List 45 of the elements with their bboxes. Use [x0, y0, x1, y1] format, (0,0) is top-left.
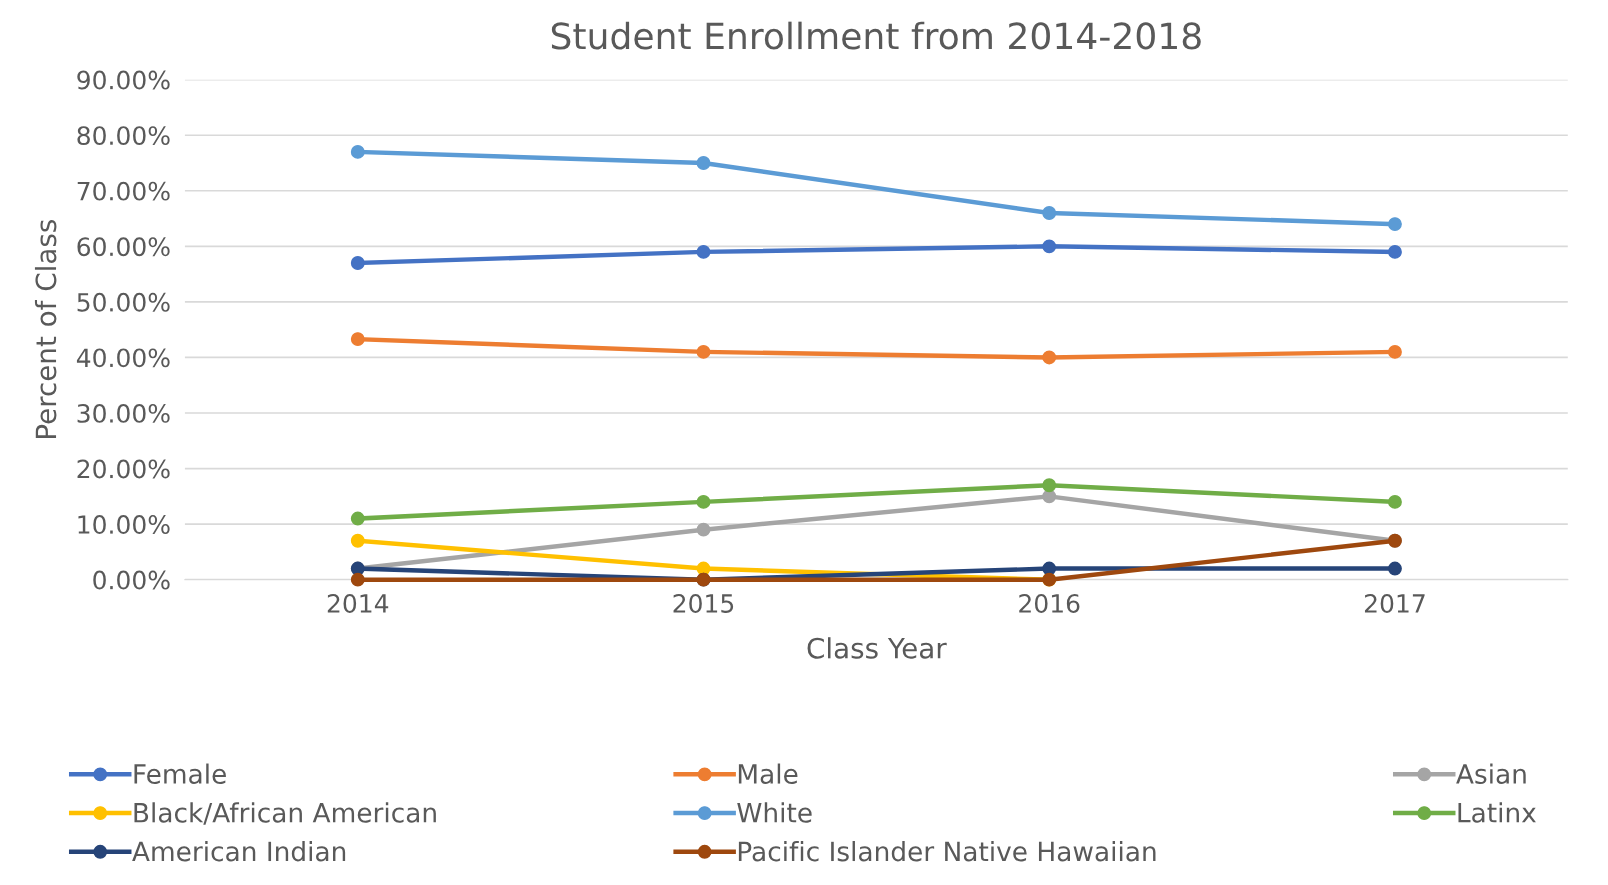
point [350, 332, 365, 347]
point [350, 144, 365, 159]
x-tick-label: 2014 [327, 594, 389, 613]
y-axis-title: Percent of Class [34, 220, 57, 438]
legend-label: White [737, 802, 812, 823]
y-tick-label: 90.00% [77, 70, 170, 90]
point [696, 156, 711, 170]
point [1042, 350, 1057, 365]
point [696, 494, 711, 509]
point [1387, 494, 1402, 509]
point [350, 533, 365, 548]
point [350, 572, 365, 587]
legend-label: Latinx [1458, 802, 1536, 823]
point [696, 344, 711, 359]
point [1042, 239, 1057, 254]
chart-title: Student Enrollment from 2014-2018 [551, 21, 1201, 50]
y-tick-label: 50.00% [77, 292, 170, 312]
y-tick-label: 0.00% [93, 570, 170, 590]
point [1387, 244, 1402, 259]
point [1387, 217, 1402, 232]
y-tick-label: 70.00% [77, 181, 170, 201]
point [350, 256, 365, 270]
y-tick-label: 40.00% [76, 348, 170, 368]
legend-label: Black/African American [134, 802, 436, 825]
legend-label: Pacific Islander Native Hawaiian [738, 840, 1156, 862]
x-tick-label: 2016 [1019, 594, 1080, 613]
point [1042, 478, 1057, 493]
y-tick-label: 30.00% [77, 403, 170, 423]
point [696, 522, 711, 537]
y-tick-label: 10.00% [78, 515, 170, 534]
legend-label: Male [738, 763, 798, 784]
point [1042, 206, 1057, 220]
legend-label: American Indian [132, 840, 346, 862]
x-tick-label: 2015 [673, 594, 734, 613]
legend-label: Asian [1456, 763, 1526, 784]
point [350, 511, 365, 526]
point [1387, 344, 1402, 359]
y-tick-label: 60.00% [77, 237, 170, 257]
legend-label: Female [134, 763, 226, 784]
y-tick-label: 80.00% [77, 126, 170, 146]
point [696, 244, 711, 259]
x-axis-title: Class Year [807, 637, 947, 659]
y-tick-label: 20.00% [77, 459, 170, 479]
point [1387, 561, 1402, 576]
x-tick-label: 2017 [1364, 594, 1425, 613]
